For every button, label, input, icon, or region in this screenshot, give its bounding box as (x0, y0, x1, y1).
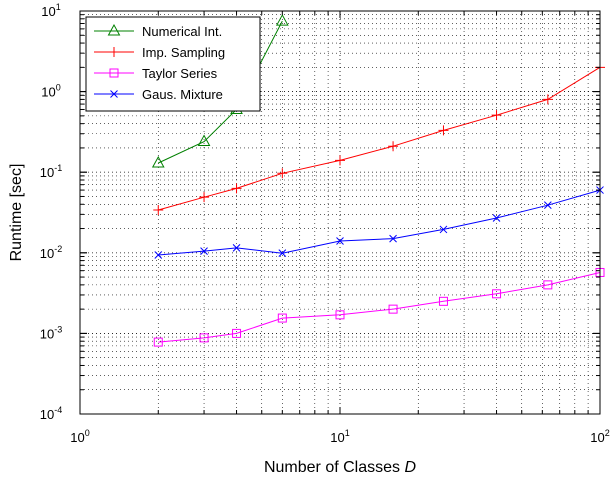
data-point (438, 296, 448, 306)
data-point (200, 247, 208, 255)
legend-marker (109, 47, 119, 57)
data-point (151, 155, 165, 168)
legend-label: Gaus. Mixture (142, 87, 223, 102)
y-tick-label: 10-3 (40, 324, 62, 341)
legend-marker (109, 68, 119, 78)
data-point (232, 244, 241, 252)
series-line (158, 272, 601, 343)
data-point (491, 110, 502, 121)
data-point (197, 134, 211, 147)
data-point (275, 14, 289, 26)
data-point (336, 237, 344, 245)
data-point (335, 155, 345, 166)
y-tick-label: 100 (41, 83, 60, 100)
y-tick-label: 10-2 (40, 244, 62, 261)
x-axis-label: Number of Classes D (264, 459, 417, 476)
data-point (492, 214, 501, 222)
data-point (542, 94, 553, 105)
x-tick-label: 102 (590, 428, 609, 445)
tick-labels: 100 101 102 10-4 10-3 10-2 10-1 100 101 (40, 2, 610, 445)
data-point (277, 168, 288, 179)
data-point (277, 313, 287, 323)
data-point (389, 234, 397, 243)
legend-item: Numerical Int. (94, 23, 222, 39)
data-point (543, 201, 552, 210)
series-line (158, 189, 601, 256)
data-point (153, 337, 163, 347)
data-point (438, 125, 449, 136)
data-point (231, 183, 242, 194)
data-point (335, 310, 345, 320)
legend-marker (107, 23, 121, 36)
legend-label: Taylor Series (142, 66, 218, 81)
legend-label: Numerical Int. (142, 24, 222, 39)
y-tick-label: 101 (41, 2, 60, 19)
series-gaus-mixture (154, 186, 604, 259)
data-point (278, 249, 287, 258)
data-point (388, 141, 399, 152)
data-point (153, 204, 164, 215)
legend-label: Imp. Sampling (142, 45, 225, 60)
series-line (158, 66, 601, 211)
data-point (492, 289, 502, 299)
y-tick-label: 10-4 (40, 405, 62, 422)
data-point (439, 225, 448, 234)
legend-marker (110, 90, 118, 98)
x-tick-label: 100 (70, 428, 89, 445)
data-point (388, 304, 398, 314)
legend-item: Imp. Sampling (94, 45, 225, 60)
data-point (154, 251, 163, 259)
axis-ticks (79, 10, 601, 415)
data-point (232, 328, 242, 338)
series-taylor-series (153, 267, 605, 347)
legend: Numerical Int. Imp. Sampling Taylor Series… (85, 16, 261, 112)
y-axis-label: Runtime [sec] (8, 164, 25, 262)
y-tick-label: 10-1 (40, 163, 62, 180)
data-point (199, 192, 210, 203)
data-point (543, 280, 553, 290)
x-tick-label: 101 (330, 428, 349, 445)
legend-item: Gaus. Mixture (94, 87, 223, 102)
data-point (199, 333, 209, 343)
legend-item: Taylor Series (94, 66, 218, 81)
